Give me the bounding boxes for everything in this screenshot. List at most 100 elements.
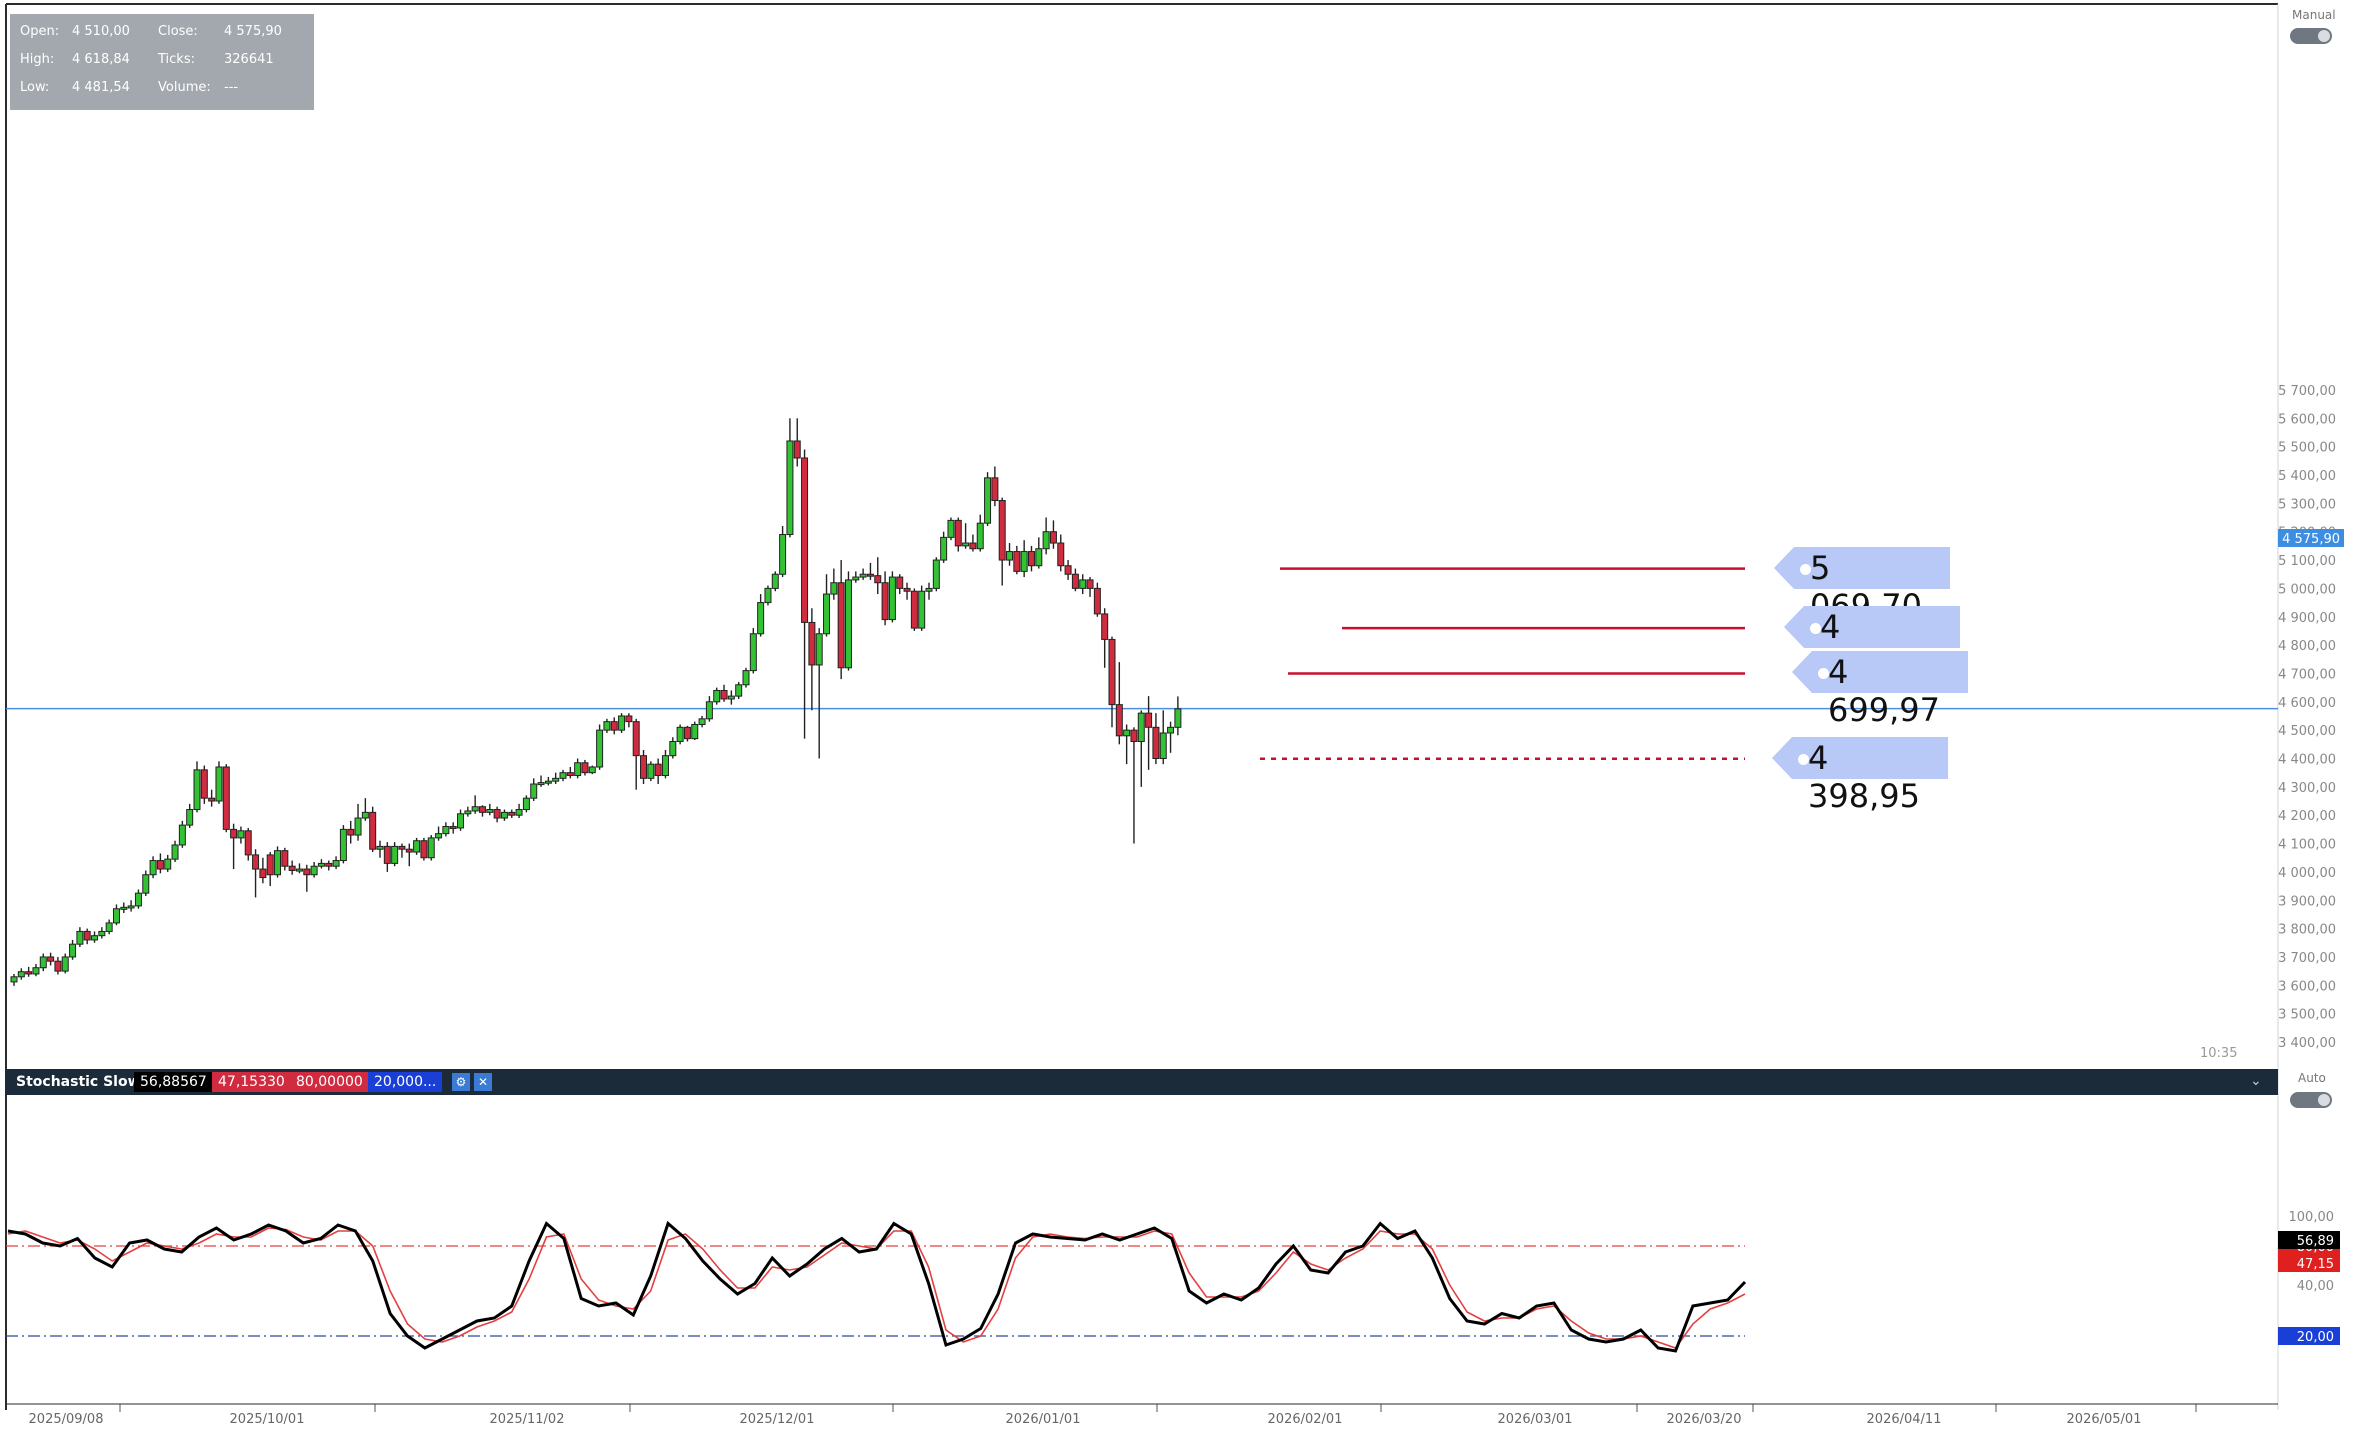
- candle-body: [844, 579, 852, 669]
- candle-body: [801, 457, 809, 623]
- candle-body: [186, 809, 194, 826]
- x-tick-label: 2025/12/01: [740, 1412, 815, 1427]
- price-axis[interactable]: 5 700,00 5 600,00 5 500,00 5 400,00 5 300,00…: [2278, 384, 2336, 1051]
- candle-body: [281, 850, 289, 867]
- candle-body: [295, 868, 303, 872]
- manual-scale-toggle[interactable]: [2290, 28, 2332, 44]
- candle-body: [918, 590, 926, 629]
- lower-value-pill: 20,000...: [368, 1072, 443, 1092]
- candle-body: [574, 762, 582, 777]
- candle-body: [683, 726, 691, 740]
- d-value-pill: 47,15330: [212, 1072, 291, 1092]
- close-value: 4 575,90: [224, 24, 282, 39]
- candle-body: [369, 811, 377, 850]
- indicator-name: Stochastic Slow: [16, 1074, 141, 1090]
- y-tick-label: 4 500,00: [2278, 724, 2336, 739]
- candle-body: [903, 587, 911, 592]
- candle-body: [39, 956, 47, 969]
- candle-body: [771, 573, 779, 589]
- candle-body: [640, 755, 648, 779]
- candle-body: [442, 826, 450, 835]
- candle-body: [1049, 531, 1057, 544]
- stoch-axis-label: 100,00: [2289, 1210, 2335, 1225]
- candle-body: [17, 971, 25, 978]
- candle-body: [200, 769, 208, 799]
- candle-body: [1057, 542, 1065, 567]
- level-tag[interactable]: 4 860,00: [1784, 606, 1960, 684]
- candle-body: [1086, 579, 1094, 589]
- x-tick-label: 2025/10/01: [230, 1412, 305, 1427]
- stoch-axis-label: 20,00: [2297, 1330, 2334, 1345]
- level-tag[interactable]: 5 069,70: [1774, 546, 1950, 625]
- candle-body: [1042, 531, 1050, 550]
- auto-scale-toggle[interactable]: [2290, 1092, 2332, 1108]
- candle-body: [1159, 732, 1167, 759]
- candle-body: [544, 780, 552, 784]
- candle-body: [376, 845, 384, 850]
- time-readout: 10:35: [2200, 1046, 2238, 1061]
- candle-body: [383, 845, 391, 864]
- candle-body: [661, 755, 669, 777]
- y-tick-label: 5 600,00: [2278, 412, 2336, 427]
- level-tag[interactable]: 4 699,97: [1792, 651, 1968, 729]
- upper-value-pill: 80,00000: [290, 1072, 369, 1092]
- candle-body: [888, 576, 896, 621]
- candle-body: [1174, 708, 1182, 728]
- candle-body: [852, 576, 860, 581]
- level-tag[interactable]: 4 398,95: [1772, 736, 1948, 815]
- y-tick-label: 4 800,00: [2278, 639, 2336, 654]
- candle-body: [259, 868, 267, 879]
- y-tick-label: 5 700,00: [2278, 384, 2336, 399]
- candle-body: [449, 826, 457, 830]
- y-tick-label: 5 400,00: [2278, 469, 2336, 484]
- candle-body: [171, 844, 179, 860]
- candle-body: [244, 830, 252, 856]
- candle-body: [91, 935, 99, 941]
- candle-body: [940, 536, 948, 561]
- volume-value: ---: [224, 80, 239, 95]
- tag-dot: [1818, 668, 1829, 680]
- candle-body: [457, 813, 465, 829]
- tag-shape: [1784, 606, 1960, 649]
- candle-body: [742, 670, 750, 686]
- candle-body: [310, 865, 318, 876]
- candle-body: [698, 718, 706, 725]
- ohlc-info-box: Open: 4 510,00 Close: 4 575,90 High: 4 6…: [10, 14, 314, 110]
- settings-icon[interactable]: ⚙: [452, 1073, 470, 1091]
- y-tick-label: 3 600,00: [2278, 979, 2336, 994]
- candle-body: [1115, 704, 1123, 737]
- y-tick-label: 5 500,00: [2278, 441, 2336, 456]
- candle-body: [134, 892, 142, 907]
- stoch-axis-badge: [2278, 1327, 2340, 1345]
- candle-body: [76, 930, 84, 945]
- candle-body: [471, 806, 479, 812]
- candle-body: [1079, 579, 1087, 589]
- close-icon[interactable]: ✕: [474, 1073, 492, 1091]
- y-tick-label: 4 900,00: [2278, 611, 2336, 626]
- candle-body: [632, 721, 640, 757]
- candle-body: [105, 922, 113, 932]
- candle-body: [61, 956, 69, 972]
- candle-body: [237, 830, 245, 839]
- candle-body: [654, 763, 662, 777]
- x-tick-label: 2026/03/20: [1667, 1412, 1742, 1427]
- candle-body: [537, 782, 545, 786]
- candle-body: [1167, 726, 1175, 734]
- manual-scale-label: Manual: [2292, 8, 2336, 22]
- current-price-badge-text: 4 575,90: [2282, 532, 2340, 547]
- candle-body: [420, 840, 428, 859]
- candle-body: [1145, 712, 1153, 728]
- collapse-chevron-icon[interactable]: ⌄: [2250, 1073, 2262, 1089]
- y-tick-label: 4 000,00: [2278, 866, 2336, 881]
- candle-body: [881, 582, 889, 621]
- candle-body: [215, 766, 223, 802]
- time-axis[interactable]: 2025/09/08 2025/10/01 2025/11/02 2025/12/01…: [29, 1412, 2142, 1427]
- low-value: 4 481,54: [72, 80, 130, 95]
- x-tick-label: 2026/01/01: [1006, 1412, 1081, 1427]
- level-tag-label: 4 699,97: [1828, 653, 1940, 730]
- candle-body: [522, 797, 530, 811]
- tag-shape: [1772, 736, 1948, 779]
- candle-body: [1130, 729, 1138, 742]
- candle-body: [910, 590, 918, 629]
